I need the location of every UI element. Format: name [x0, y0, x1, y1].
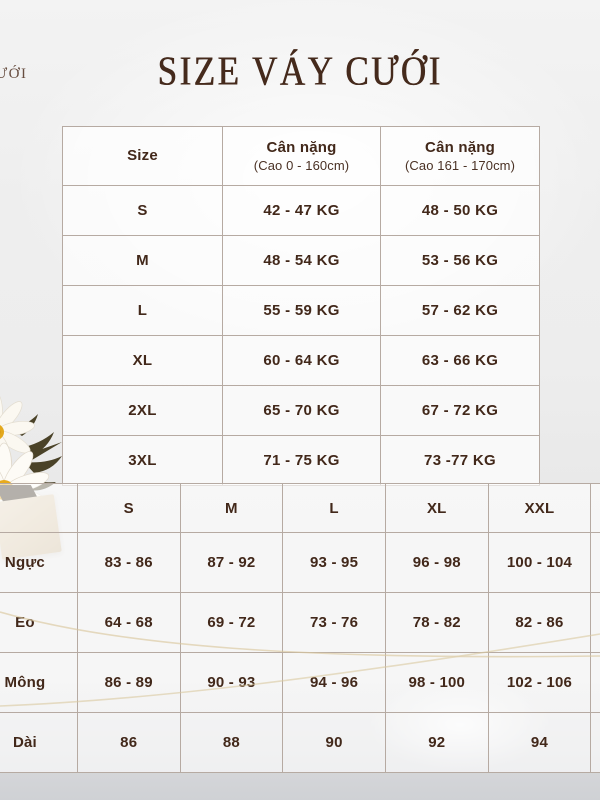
- cell-weight-170: 57 - 62 KG: [380, 285, 540, 336]
- body-measurement-table: S M L XL XXL 3XL Ngực 83 - 86 87 - 92 93…: [0, 483, 600, 773]
- table-row: Mông 86 - 89 90 - 93 94 - 96 98 - 100 10…: [0, 652, 600, 713]
- table-header-row: Size Cân nặng (Cao 0 - 160cm) Cân nặng (…: [62, 126, 540, 186]
- cell-weight-160: 48 - 54 KG: [222, 235, 381, 286]
- header-cell-weight-160: Cân nặng (Cao 0 - 160cm): [222, 126, 381, 186]
- cell-length-m: 88: [179, 712, 284, 773]
- cell-size: S: [62, 185, 223, 236]
- table-row: Eo 64 - 68 69 - 72 73 - 76 78 - 82 82 - …: [0, 592, 600, 653]
- header-cell-xxl: XXL: [487, 483, 592, 533]
- cell-bust-s: 83 - 86: [76, 532, 181, 593]
- cell-waist-xl: 78 - 82: [384, 592, 489, 653]
- cell-bust-l: 93 - 95: [282, 532, 386, 593]
- cell-weight-170: 53 - 56 KG: [380, 235, 540, 286]
- cell-length-xxl: 94: [487, 712, 592, 773]
- cell-waist-3xl: 86 - 95: [590, 592, 600, 653]
- header-cell-l: L: [282, 483, 386, 533]
- header-cell-corner: [0, 483, 78, 533]
- table-row: M 48 - 54 KG 53 - 56 KG: [62, 235, 540, 286]
- cell-size: 2XL: [62, 385, 223, 436]
- row-label-waist: Eo: [0, 592, 78, 653]
- cell-hip-xl: 98 - 100: [384, 652, 489, 713]
- header-main: Cân nặng: [266, 138, 337, 156]
- table-row: XL 60 - 64 KG 63 - 66 KG: [62, 335, 540, 386]
- cell-bust-3xl: 104 - 108: [590, 532, 600, 593]
- header-cell-weight-170: Cân nặng (Cao 161 - 170cm): [380, 126, 540, 186]
- table-row: 2XL 65 - 70 KG 67 - 72 KG: [62, 385, 540, 436]
- cell-weight-170: 67 - 72 KG: [380, 385, 540, 436]
- cell-length-s: 86: [76, 712, 181, 773]
- cell-size: L: [62, 285, 223, 336]
- cell-hip-3xl: 106 - 110: [590, 652, 600, 713]
- header-cell-size: Size: [62, 126, 223, 186]
- row-label-length: Dài: [0, 712, 78, 773]
- table-row: Dài 86 88 90 92 94 96: [0, 712, 600, 773]
- header-main: Cân nặng: [425, 138, 495, 156]
- header-cell-m: M: [179, 483, 284, 533]
- header-main: Size: [127, 147, 158, 164]
- header-cell-s: S: [76, 483, 181, 533]
- header-cell-3xl: 3XL: [590, 483, 600, 533]
- table-row: S 42 - 47 KG 48 - 50 KG: [62, 185, 540, 236]
- cell-weight-160: 65 - 70 KG: [222, 385, 381, 436]
- cell-bust-m: 87 - 92: [179, 532, 284, 593]
- weight-size-table: Size Cân nặng (Cao 0 - 160cm) Cân nặng (…: [62, 126, 540, 486]
- row-label-hip: Mông: [0, 652, 78, 713]
- cell-waist-xxl: 82 - 86: [487, 592, 592, 653]
- row-label-bust: Ngực: [0, 532, 78, 593]
- cell-length-xl: 92: [384, 712, 489, 773]
- cell-bust-xxl: 100 - 104: [487, 532, 592, 593]
- cell-weight-170: 73 -77 KG: [380, 435, 540, 486]
- cell-length-3xl: 96: [590, 712, 600, 773]
- table-header-row: S M L XL XXL 3XL: [0, 483, 600, 533]
- cell-weight-160: 42 - 47 KG: [222, 185, 381, 236]
- cell-weight-160: 60 - 64 KG: [222, 335, 381, 386]
- cell-waist-m: 69 - 72: [179, 592, 284, 653]
- cell-waist-l: 73 - 76: [282, 592, 386, 653]
- table-row: 3XL 71 - 75 KG 73 -77 KG: [62, 435, 540, 486]
- cell-hip-m: 90 - 93: [179, 652, 284, 713]
- cell-hip-s: 86 - 89: [76, 652, 181, 713]
- header-sub: (Cao 0 - 160cm): [253, 157, 350, 173]
- cell-length-l: 90: [282, 712, 386, 773]
- cell-hip-l: 94 - 96: [282, 652, 386, 713]
- cell-size: M: [62, 235, 223, 286]
- cell-size: 3XL: [62, 435, 223, 486]
- cell-bust-xl: 96 - 98: [384, 532, 489, 593]
- corner-watermark: CƯỚI: [0, 66, 28, 82]
- page-title: SIZE VÁY CƯỚI: [157, 48, 443, 95]
- cell-weight-160: 55 - 59 KG: [222, 285, 381, 336]
- cell-size: XL: [62, 335, 223, 386]
- cell-weight-170: 63 - 66 KG: [380, 335, 540, 386]
- header-cell-xl: XL: [384, 483, 489, 533]
- table-row: L 55 - 59 KG 57 - 62 KG: [62, 285, 540, 336]
- header-sub: (Cao 161 - 170cm): [404, 157, 516, 173]
- table-row: Ngực 83 - 86 87 - 92 93 - 95 96 - 98 100…: [0, 532, 600, 593]
- cell-weight-160: 71 - 75 KG: [222, 435, 381, 486]
- cell-waist-s: 64 - 68: [76, 592, 181, 653]
- cell-hip-xxl: 102 - 106: [487, 652, 592, 713]
- cell-weight-170: 48 - 50 KG: [380, 185, 540, 236]
